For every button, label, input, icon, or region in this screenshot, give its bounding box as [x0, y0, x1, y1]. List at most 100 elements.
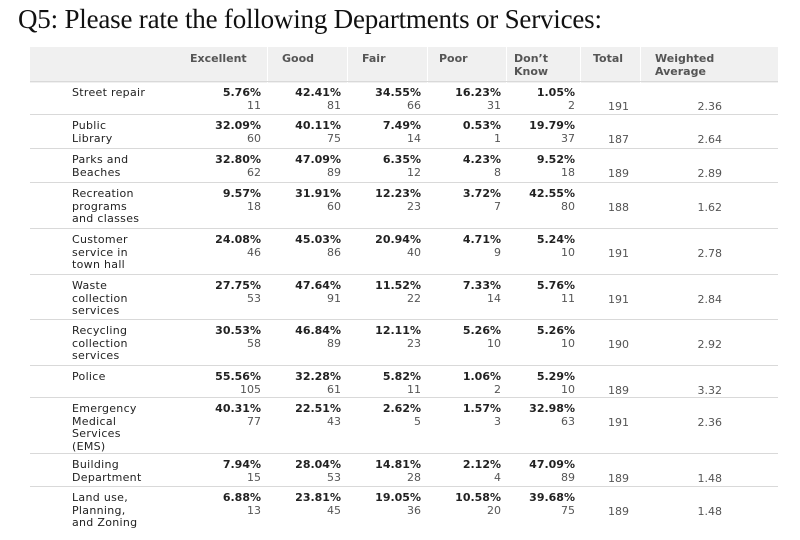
cell-percent: 1.57%: [462, 402, 501, 415]
cell-fair: 12.11% 23: [375, 324, 421, 350]
cell-good: 45.03% 86: [295, 233, 341, 259]
header-weighted-line1: Weighted: [655, 52, 715, 65]
cell-percent: 5.76%: [536, 279, 575, 292]
header-fair: Fair: [362, 52, 386, 65]
cell-count: 15: [247, 470, 261, 484]
cell-percent: 46.84%: [295, 324, 341, 337]
cell-count: 11: [561, 291, 575, 305]
table-row: Parks and Beaches 32.80% 62 47.09% 89 6.35% 12 4…: [30, 148, 778, 183]
cell-percent: 1.06%: [462, 370, 501, 383]
cell-percent: 7.94%: [222, 458, 261, 471]
row-label: Parks and Beaches: [72, 153, 128, 179]
cell-excellent: 30.53% 58: [215, 324, 261, 350]
cell-count: 66: [407, 98, 421, 112]
cell-count: 3: [494, 414, 501, 428]
cell-percent: 39.68%: [529, 491, 575, 504]
cell-excellent: 5.76% 11: [223, 86, 261, 112]
cell-percent: 42.55%: [529, 187, 575, 200]
cell-percent: 31.91%: [295, 187, 341, 200]
row-label-line: Services: [72, 427, 121, 440]
header-total: Total: [593, 52, 624, 65]
table-row: Emergency Medical Services (EMS) 40.31% 77 22.…: [30, 397, 778, 454]
cell-weighted-average: 3.32: [697, 384, 723, 397]
cell-percent: 42.41%: [295, 86, 341, 99]
header-dont-know-line2: Know: [514, 65, 549, 78]
cell-excellent: 6.88% 13: [223, 491, 261, 517]
cell-percent: 5.24%: [536, 233, 575, 246]
cell-count: 11: [407, 382, 421, 396]
cell-percent: 7.33%: [462, 279, 501, 292]
row-label-line: Waste: [72, 279, 108, 292]
row-label: Recreation programs and classes: [72, 187, 139, 226]
cell-count: 2: [494, 382, 501, 396]
cell-good: 42.41% 81: [295, 86, 341, 112]
cell-dont-know: 42.55% 80: [529, 187, 575, 213]
cell-percent: 14.81%: [375, 458, 421, 471]
cell-count: 10: [561, 382, 575, 396]
cell-count: 23: [407, 199, 421, 213]
cell-excellent: 40.31% 77: [215, 402, 261, 428]
header-dont-know: Don’t Know: [514, 52, 548, 78]
cell-count: 63: [561, 414, 575, 428]
cell-percent: 5.26%: [462, 324, 501, 337]
cell-percent: 19.05%: [375, 491, 421, 504]
cell-fair: 12.23% 23: [375, 187, 421, 213]
cell-percent: 12.11%: [375, 324, 421, 337]
cell-count: 37: [561, 131, 575, 145]
cell-poor: 4.71% 9: [462, 233, 501, 259]
cell-count: 14: [407, 131, 421, 145]
header-separator: [580, 47, 581, 83]
cell-dont-know: 32.98% 63: [529, 402, 575, 428]
row-label-line: Public: [72, 119, 107, 132]
header-good: Good: [282, 52, 315, 65]
cell-total: 190: [608, 338, 629, 351]
cell-good: 32.28% 61: [295, 370, 341, 396]
cell-dont-know: 9.52% 18: [537, 153, 575, 179]
cell-percent: 27.75%: [215, 279, 261, 292]
cell-poor: 1.06% 2: [462, 370, 501, 396]
row-label-line: service in: [72, 245, 128, 259]
cell-dont-know: 47.09% 89: [529, 458, 575, 484]
cell-good: 31.91% 60: [295, 187, 341, 213]
header-separator: [427, 47, 428, 83]
cell-weighted-average: 2.89: [697, 167, 723, 180]
cell-poor: 3.72% 7: [463, 187, 501, 213]
cell-percent: 45.03%: [295, 233, 341, 246]
cell-percent: 23.81%: [295, 491, 341, 504]
cell-weighted-average: 1.48: [697, 505, 723, 518]
row-label-line: Planning,: [72, 503, 126, 517]
cell-percent: 47.09%: [529, 458, 575, 471]
cell-count: 23: [407, 336, 421, 350]
cell-count: 91: [327, 291, 341, 305]
cell-weighted-average: 2.36: [697, 100, 723, 113]
row-label-line: services: [72, 349, 120, 362]
cell-weighted-average: 1.62: [697, 201, 723, 214]
cell-weighted-average: 1.48: [697, 472, 723, 485]
cell-count: 10: [561, 245, 575, 259]
row-label: Police: [72, 370, 106, 384]
cell-percent: 1.05%: [536, 86, 575, 99]
cell-count: 89: [327, 165, 341, 179]
cell-dont-know: 5.76% 11: [536, 279, 575, 305]
cell-percent: 12.23%: [375, 187, 421, 200]
cell-weighted-average: 2.36: [697, 416, 723, 429]
row-label-line: Beaches: [72, 165, 121, 179]
cell-count: 14: [487, 291, 501, 305]
cell-total: 189: [608, 167, 629, 180]
header-separator: [267, 47, 268, 83]
row-label-line: Library: [72, 131, 113, 145]
row-label-line: town hall: [72, 258, 126, 271]
cell-percent: 28.04%: [295, 458, 341, 471]
row-label-line: Recycling: [72, 324, 128, 337]
cell-count: 10: [561, 336, 575, 350]
cell-dont-know: 19.79% 37: [529, 119, 575, 145]
cell-weighted-average: 2.84: [697, 293, 723, 306]
cell-count: 20: [487, 503, 501, 517]
cell-percent: 4.71%: [462, 233, 501, 246]
row-label-line: and Zoning: [72, 516, 138, 529]
row-label: Street repair: [72, 86, 145, 100]
cell-percent: 32.09%: [215, 119, 261, 132]
row-label-line: Department: [72, 470, 142, 484]
cell-fair: 5.82% 11: [383, 370, 421, 396]
cell-count: 7: [494, 199, 501, 213]
